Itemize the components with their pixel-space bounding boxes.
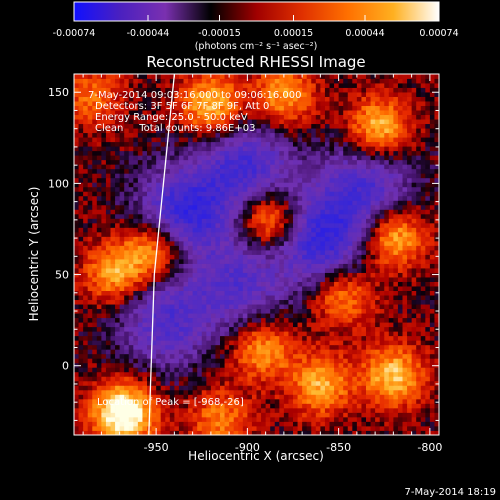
info-line-detectors: Detectors: 3F 5F 6F 7F 8F 9F, Att 0 <box>95 101 269 112</box>
y-axis-label: Heliocentric Y (arcsec) <box>27 187 41 322</box>
plot-area: -950 -900 -850 -800 0 50 100 150 7-May-2014 09:… <box>48 73 442 454</box>
x-tick-label: -850 <box>326 441 351 454</box>
x-tick-label: -950 <box>144 441 169 454</box>
y-tick-label: 150 <box>48 86 69 99</box>
colorbar-tick-label: 0.00044 <box>345 28 384 39</box>
info-line-time: 7-May-2014 09:03:16.000 to 09:06:16.000 <box>88 90 301 101</box>
chart-title: Reconstructed RHESSI Image <box>146 53 365 71</box>
x-tick-label: -800 <box>417 441 442 454</box>
timestamp: 7-May-2014 18:19 <box>404 487 496 498</box>
x-tick-label: -900 <box>235 441 260 454</box>
info-block: 7-May-2014 09:03:16.000 to 09:06:16.000 … <box>88 90 301 134</box>
colorbar-units: (photons cm⁻² s⁻¹ asec⁻²) <box>195 41 318 52</box>
heatmap-image <box>74 74 439 435</box>
colorbar-ticks: -0.00074 -0.00044 -0.00015 0.00015 0.00044 0.… <box>53 15 459 39</box>
colorbar-tick-label: -0.00074 <box>53 28 96 39</box>
peak-location-label: Location of Peak = [-968,-26] <box>97 397 244 408</box>
y-tick-label: 0 <box>62 360 69 373</box>
colorbar: -0.00074 -0.00044 -0.00015 0.00015 0.00044 0.… <box>53 1 459 52</box>
info-line-counts: Clean Total counts: 9.86E+03 <box>95 123 255 134</box>
colorbar-strip <box>73 1 440 22</box>
info-line-energy: Energy Range: 25.0 - 50.0 keV <box>95 112 248 123</box>
colorbar-tick-label: 0.00074 <box>419 28 458 39</box>
solar-limb-line <box>148 74 176 435</box>
colorbar-tick-label: -0.00044 <box>127 28 170 39</box>
colorbar-tick-label: 0.00015 <box>274 28 313 39</box>
x-axis-label: Heliocentric X (arcsec) <box>188 449 324 463</box>
y-tick-label: 100 <box>48 177 69 190</box>
colorbar-tick-label: -0.00015 <box>198 28 241 39</box>
y-tick-label: 50 <box>55 269 69 282</box>
axis-ticks: -950 -900 -850 -800 0 50 100 150 <box>48 73 442 454</box>
plot-frame <box>73 73 440 436</box>
